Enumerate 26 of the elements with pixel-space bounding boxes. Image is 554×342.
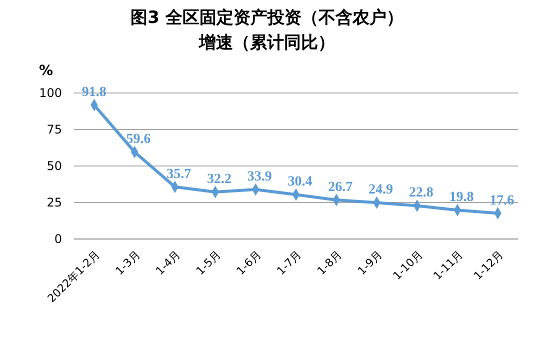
data-label: 26.7 xyxy=(328,180,353,196)
x-tick-label: 1-6月 xyxy=(234,248,264,278)
x-tick-label: 1-4月 xyxy=(153,248,184,278)
chart-title: 图3 全区固定资产投资（不含农户） xyxy=(130,8,404,28)
y-tick-label: 75 xyxy=(46,122,62,137)
data-label: 91.8 xyxy=(82,84,106,100)
y-tick-label: 0 xyxy=(54,232,62,246)
x-tick-label: 1-3月 xyxy=(112,248,143,278)
data-label: 33.9 xyxy=(247,170,272,185)
y-tick-label: 50 xyxy=(46,159,62,174)
data-label: 22.8 xyxy=(408,186,434,201)
x-tick-label: 1-9月 xyxy=(355,248,385,278)
x-tick-label: 1-7月 xyxy=(274,248,304,278)
chart-subtitle: 增速（累计同比） xyxy=(198,33,335,53)
y-tick-label: 25 xyxy=(46,196,62,210)
y-tick-label: 100 xyxy=(39,86,62,100)
data-label: 17.6 xyxy=(490,193,514,208)
data-label: 19.8 xyxy=(449,190,474,206)
data-label: 59.6 xyxy=(126,132,151,147)
x-tick-label: 1-5月 xyxy=(194,248,224,278)
data-label: 32.2 xyxy=(207,172,232,187)
data-label: 30.4 xyxy=(288,174,312,190)
y-axis-title: % xyxy=(38,63,54,79)
data-label: 35.7 xyxy=(166,166,192,182)
x-tick-label: 1-8月 xyxy=(314,248,344,278)
data-label: 24.9 xyxy=(368,182,393,198)
